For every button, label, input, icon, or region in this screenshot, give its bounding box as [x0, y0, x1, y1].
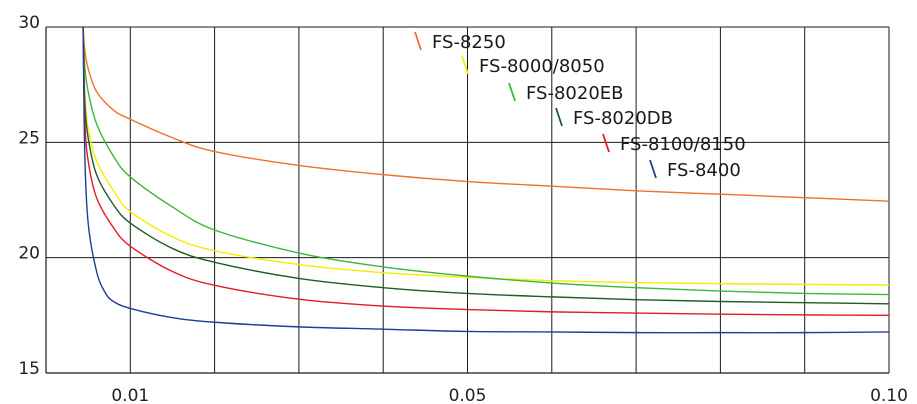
x-tick-label: 0.05 [449, 386, 487, 404]
legend-swatch-fs-8020db [555, 107, 563, 127]
x-tick-label: 0.10 [870, 386, 908, 404]
series-line-fs-8000-8050 [82, 26, 890, 286]
series-line-fs-8020db [82, 26, 890, 305]
x-tick-label: 0.01 [111, 386, 149, 404]
y-tick-label: 30 [18, 13, 40, 33]
series-line-fs-8250 [82, 26, 890, 202]
legend-swatch-fs-8000-8050 [461, 55, 469, 75]
series-line-fs-8100-8150 [82, 26, 890, 317]
series-line-fs-8020eb [82, 26, 890, 296]
legend: FS-8250 FS-8000/8050 FS-8020EB FS-8020DB FS-… [414, 31, 746, 181]
y-tick-label: 20 [18, 244, 40, 264]
series-lines [82, 26, 890, 334]
legend-swatch-fs-8250 [414, 31, 422, 51]
legend-label-fs-8100-8150: FS-8100/8150 [620, 134, 746, 155]
legend-label-fs-8400: FS-8400 [667, 160, 741, 181]
legend-label-fs-8020db: FS-8020DB [573, 108, 673, 129]
grid [46, 26, 890, 374]
legend-swatch-fs-8100-8150 [602, 133, 610, 153]
legend-label-fs-8020eb: FS-8020EB [526, 83, 624, 104]
y-tick-label: 15 [18, 359, 40, 379]
legend-swatch-fs-8400 [649, 159, 657, 179]
legend-swatch-fs-8020eb [508, 82, 516, 102]
axes: 15 20 25 30 0.01 0.05 0.10 [18, 13, 908, 404]
legend-label-fs-8250: FS-8250 [432, 32, 506, 53]
series-line-fs-8400 [82, 26, 890, 334]
legend-label-fs-8000-8050: FS-8000/8050 [479, 56, 605, 77]
y-tick-label: 25 [18, 128, 40, 148]
